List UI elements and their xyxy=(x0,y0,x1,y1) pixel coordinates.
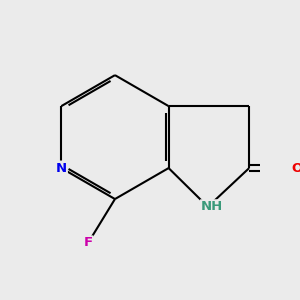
Text: NH: NH xyxy=(201,200,223,213)
Text: O: O xyxy=(291,162,300,175)
Text: F: F xyxy=(84,236,93,249)
Text: N: N xyxy=(56,162,67,175)
